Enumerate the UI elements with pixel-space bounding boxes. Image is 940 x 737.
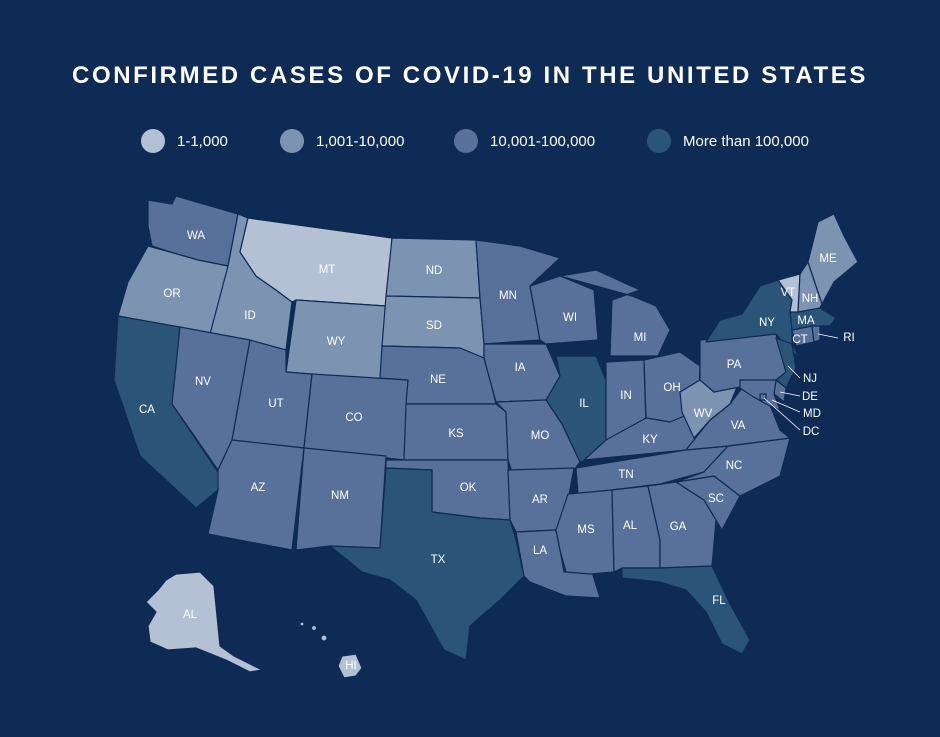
state-label-ct: CT [792, 334, 807, 346]
state-label-fl: FL [712, 595, 726, 607]
leader-line-nj [787, 365, 801, 379]
state-label-nj: NJ [803, 373, 817, 385]
legend-swatch-2 [280, 129, 304, 153]
state-hi[interactable] [337, 653, 363, 679]
leader-line-dc [763, 397, 801, 431]
state-label-al: AL [623, 520, 638, 532]
state-tx[interactable] [329, 467, 525, 661]
leader-line-de [779, 391, 801, 397]
state-mi[interactable] [559, 269, 671, 357]
state-label-tn: TN [618, 469, 633, 481]
state-label-ms: MS [577, 524, 595, 536]
legend-item-4: More than 100,000 [647, 128, 809, 154]
state-label-ky: KY [642, 434, 658, 446]
state-label-wa: WA [187, 230, 205, 242]
state-hi-island [310, 624, 318, 632]
state-label-nh: NH [802, 293, 819, 305]
state-label-il: IL [579, 398, 589, 410]
state-me[interactable] [807, 213, 859, 305]
legend-label-4: More than 100,000 [683, 132, 809, 150]
state-label-az: AZ [251, 482, 266, 494]
state-label-nm: NM [331, 490, 349, 502]
state-label-wy: WY [327, 336, 346, 348]
state-label-ks: KS [448, 428, 464, 440]
legend-item-2: 1,001-10,000 [280, 128, 404, 154]
state-label-ut: UT [268, 398, 283, 410]
legend-label-1: 1-1,000 [177, 132, 228, 150]
state-label-mi: MI [634, 332, 647, 344]
state-label-ma: MA [797, 315, 815, 327]
state-label-ak: AL [183, 609, 198, 621]
legend: 1-1,000 1,001-10,000 10,001-100,000 More… [0, 128, 940, 154]
legend-label-3: 10,001-100,000 [490, 132, 596, 150]
state-label-ar: AR [532, 494, 548, 506]
state-label-oh: OH [663, 382, 680, 394]
state-label-hi: HI [345, 660, 357, 672]
state-label-mt: MT [319, 264, 336, 276]
state-label-ia: IA [515, 362, 526, 374]
state-label-or: OR [163, 288, 180, 300]
legend-label-2: 1,001-10,000 [316, 132, 405, 150]
state-label-pa: PA [727, 359, 742, 371]
state-hi-island [320, 634, 328, 642]
state-label-co: CO [345, 412, 362, 424]
legend-swatch-4 [647, 129, 671, 153]
legend-item-3: 10,001-100,000 [454, 128, 595, 154]
state-label-sc: SC [708, 493, 724, 505]
state-label-id: ID [244, 310, 256, 322]
state-label-va: VA [731, 420, 746, 432]
legend-swatch-3 [454, 129, 478, 153]
leader-line-md [771, 399, 801, 413]
state-label-vt: VT [781, 287, 796, 299]
state-label-ok: OK [460, 482, 477, 494]
state-label-nd: ND [426, 265, 443, 277]
state-label-wv: WV [694, 408, 713, 420]
state-label-ca: CA [139, 404, 155, 416]
state-label-tx: TX [431, 554, 446, 566]
state-fl[interactable] [621, 565, 751, 655]
state-label-mo: MO [531, 430, 550, 442]
state-label-me: ME [819, 253, 837, 265]
state-label-wi: WI [563, 312, 577, 324]
map-title: CONFIRMED CASES OF COVID-19 IN THE UNITE… [72, 62, 868, 89]
state-label-ne: NE [430, 374, 446, 386]
state-label-dc: DC [803, 426, 820, 438]
leader-line-ri [817, 333, 839, 339]
legend-item-1: 1-1,000 [141, 128, 228, 154]
state-vt[interactable] [777, 273, 801, 313]
state-label-de: DE [802, 391, 818, 403]
legend-swatch-1 [141, 129, 165, 153]
state-label-ri: RI [843, 332, 855, 344]
state-label-mn: MN [499, 290, 517, 302]
state-nh[interactable] [797, 261, 823, 313]
state-wi[interactable] [529, 275, 599, 345]
state-label-md: MD [803, 408, 821, 420]
state-label-nc: NC [726, 460, 743, 472]
state-label-ny: NY [759, 317, 775, 329]
state-hi-island [299, 621, 305, 627]
state-label-nv: NV [195, 376, 211, 388]
state-ak[interactable] [145, 571, 263, 673]
state-label-la: LA [533, 545, 547, 557]
state-label-sd: SD [426, 320, 442, 332]
state-label-ga: GA [670, 521, 687, 533]
state-label-in: IN [620, 390, 632, 402]
